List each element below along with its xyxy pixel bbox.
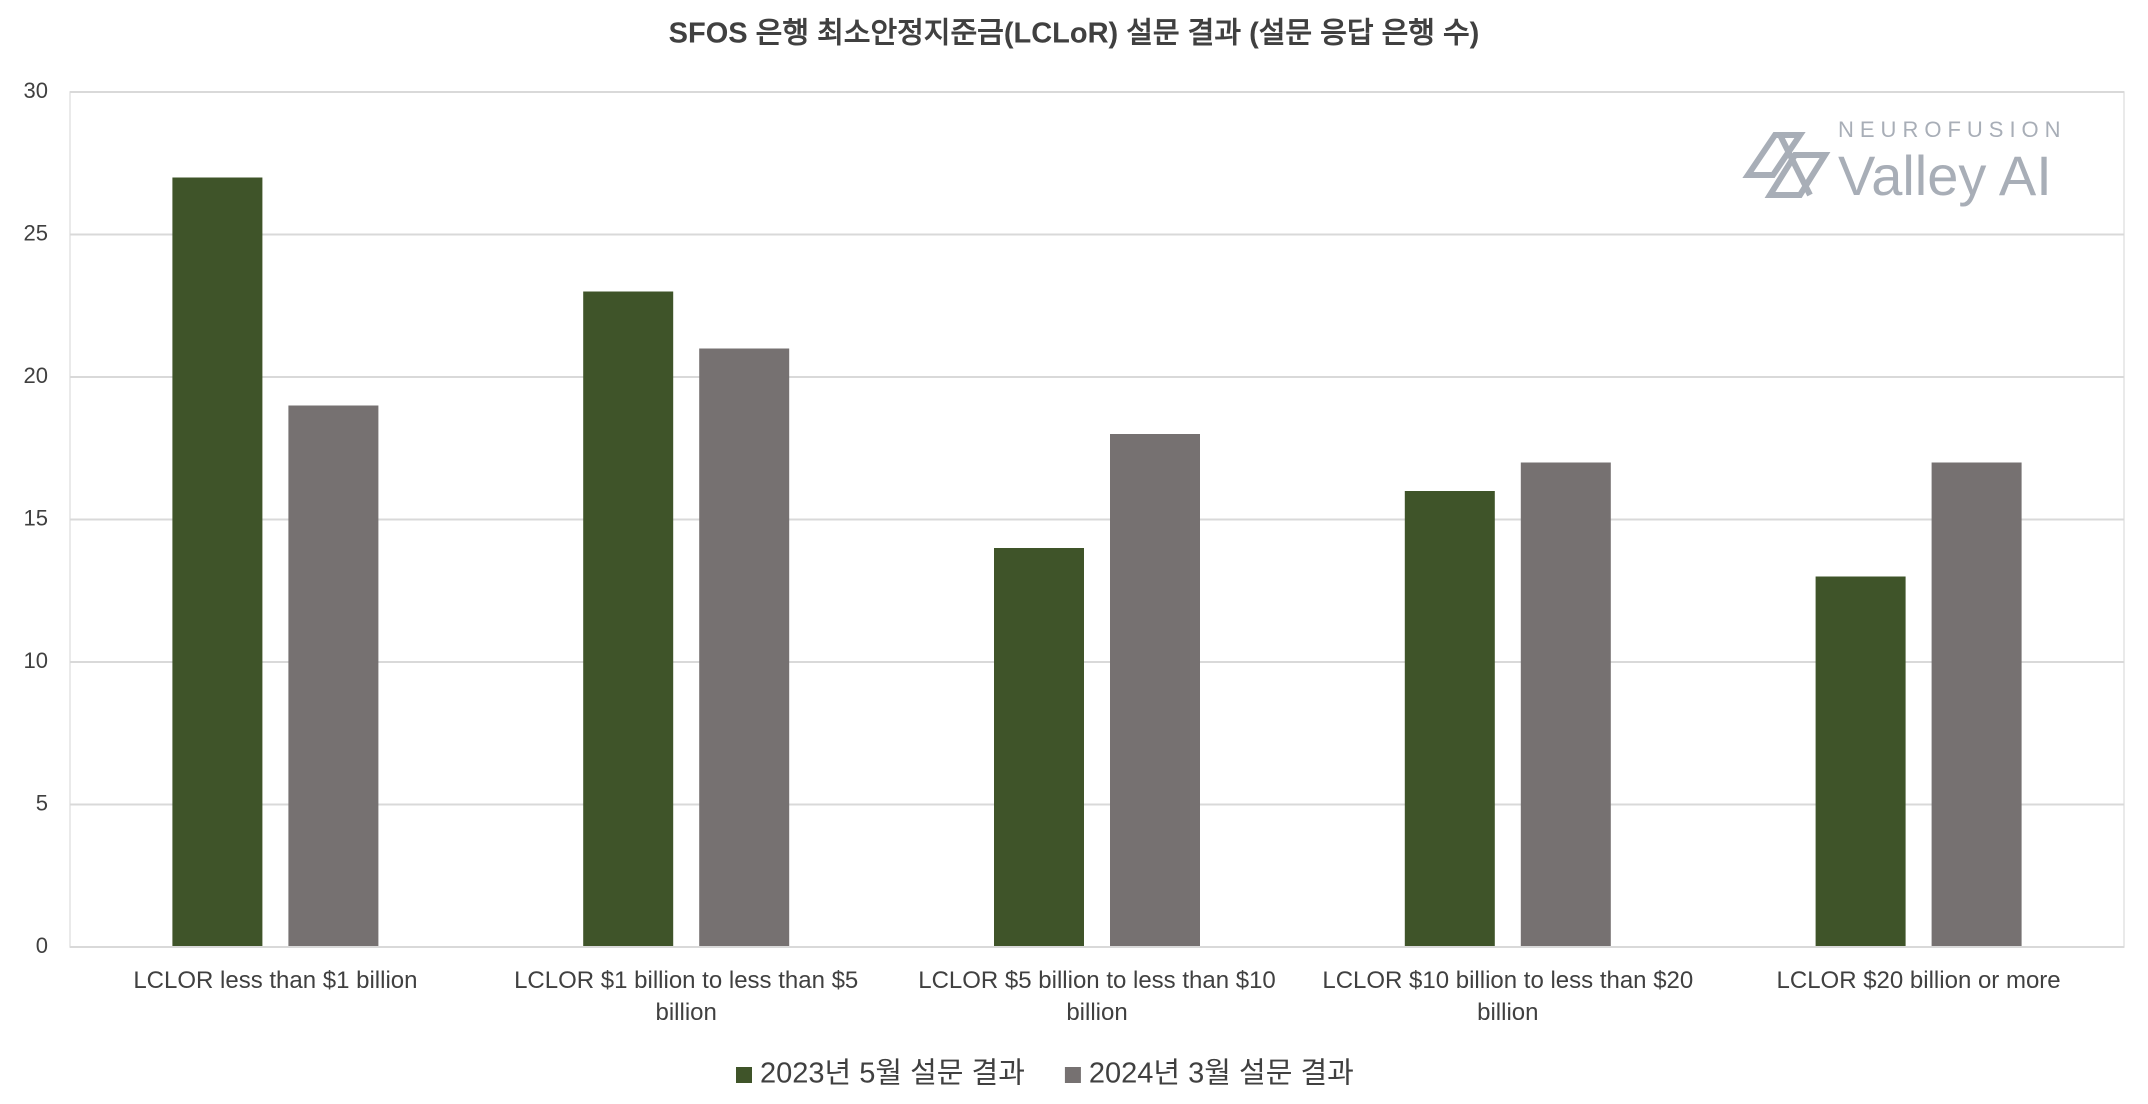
x-tick-label-box: LCLOR $10 billion to less than $20 billi… bbox=[1322, 967, 1694, 1026]
legend-swatch bbox=[1064, 1067, 1081, 1083]
bar bbox=[1520, 462, 1611, 947]
x-tick-label-box: LCLOR less than $1 billion bbox=[133, 967, 418, 994]
bar bbox=[583, 291, 674, 947]
bar bbox=[172, 177, 263, 947]
watermark-name: Valley AI bbox=[1838, 144, 2052, 207]
y-tick-label: 25 bbox=[24, 220, 48, 245]
y-tick-label: 10 bbox=[24, 648, 48, 673]
bar bbox=[1815, 576, 1906, 947]
watermark-brand: NEUROFUSION bbox=[1838, 117, 2067, 142]
chart-title: SFOS 은행 최소안정지준금(LCLoR) 설문 결과 (설문 응답 은행 수… bbox=[669, 17, 1480, 50]
legend-swatch bbox=[736, 1067, 752, 1083]
watermark-logo bbox=[1742, 132, 1831, 198]
y-tick-label: 30 bbox=[24, 78, 48, 103]
y-tick-label: 0 bbox=[36, 933, 48, 958]
bar bbox=[699, 348, 790, 947]
x-tick-label-box: LCLOR $5 billion to less than $10 billio… bbox=[918, 967, 1276, 1026]
x-tick-label: LCLOR $20 billion or more bbox=[1776, 967, 2061, 994]
legend-label: 2023년 5월 설문 결과 bbox=[760, 1057, 1025, 1090]
watermark: NEUROFUSION Valley AI bbox=[1742, 117, 2067, 207]
y-tick-label: 20 bbox=[24, 363, 48, 388]
x-tick-label: LCLOR less than $1 billion bbox=[133, 967, 418, 994]
legend-label: 2024년 3월 설문 결과 bbox=[1089, 1057, 1354, 1090]
x-tick-label-box: LCLOR $20 billion or more bbox=[1776, 967, 2061, 994]
bar bbox=[288, 405, 379, 947]
bar bbox=[1404, 491, 1495, 947]
bar bbox=[1931, 462, 2022, 947]
y-tick-label: 5 bbox=[36, 790, 48, 815]
x-tick-label: LCLOR $1 billion to less than $5 billion bbox=[514, 967, 859, 1026]
x-tick-label: LCLOR $10 billion to less than $20 billi… bbox=[1322, 967, 1694, 1026]
y-tick-label: 15 bbox=[24, 505, 48, 530]
bar bbox=[994, 548, 1084, 947]
bar bbox=[1110, 434, 1200, 947]
x-tick-label-box: LCLOR $1 billion to less than $5 billion bbox=[514, 967, 859, 1026]
x-tick-label: LCLOR $5 billion to less than $10 billio… bbox=[918, 967, 1276, 1026]
